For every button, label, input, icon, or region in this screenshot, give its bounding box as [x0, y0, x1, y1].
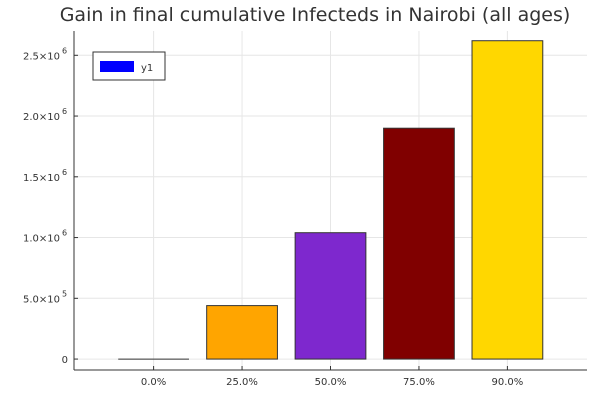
y-tick-label: 2.5×10 [23, 51, 60, 62]
bars-group [118, 40, 544, 360]
x-tick-label: 0.0% [141, 377, 166, 388]
legend-swatch [100, 61, 134, 72]
bar-1 [206, 305, 278, 360]
y-tick-exponent: 6 [62, 229, 67, 238]
x-tick-label: 25.0% [226, 377, 258, 388]
y-tick-label: 2.0×10 [23, 112, 60, 123]
y-tick-label: 1.5×10 [23, 173, 60, 184]
y-tick-label: 1.0×10 [23, 234, 60, 245]
x-tick-label: 50.0% [315, 377, 347, 388]
x-tick-labels: 0.0% 25.0% 50.0% 75.0% 90.0% [141, 366, 523, 388]
y-tick-exponent: 5 [62, 289, 67, 298]
legend: y1 [92, 51, 166, 81]
y-tick-exponent: 6 [62, 107, 67, 116]
bar-2 [294, 232, 367, 360]
bar-4 [471, 40, 544, 360]
y-tick-label: 5.0×10 [23, 294, 60, 305]
x-tick-label: 75.0% [403, 377, 435, 388]
y-tick-exponent: 6 [62, 46, 67, 55]
chart-title: Gain in final cumulative Infecteds in Na… [60, 4, 571, 26]
legend-label: y1 [141, 63, 153, 74]
y-tick-exponent: 6 [62, 168, 67, 177]
bar-3 [383, 127, 455, 360]
x-tick-label: 90.0% [492, 377, 524, 388]
y-tick-label: 0 [62, 355, 68, 366]
